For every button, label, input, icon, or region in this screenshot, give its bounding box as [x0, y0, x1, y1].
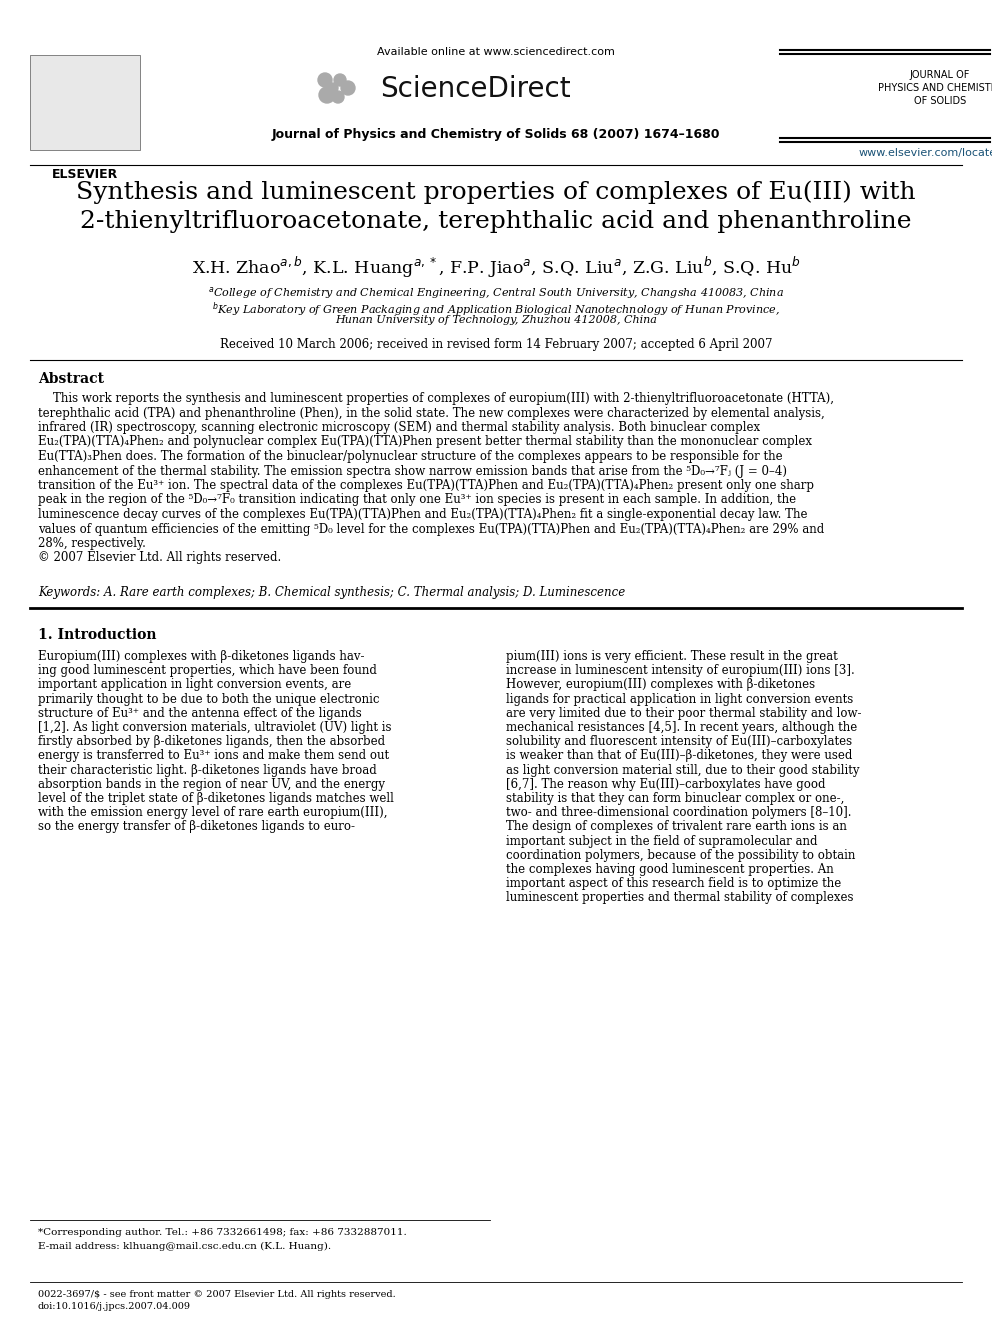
Text: firstly absorbed by β-diketones ligands, then the absorbed: firstly absorbed by β-diketones ligands,… — [38, 736, 385, 749]
Text: increase in luminescent intensity of europium(III) ions [3].: increase in luminescent intensity of eur… — [506, 664, 855, 677]
Text: so the energy transfer of β-diketones ligands to euro-: so the energy transfer of β-diketones li… — [38, 820, 355, 833]
Text: The design of complexes of trivalent rare earth ions is an: The design of complexes of trivalent rar… — [506, 820, 847, 833]
Circle shape — [341, 81, 355, 95]
Text: important aspect of this research field is to optimize the: important aspect of this research field … — [506, 877, 841, 890]
Circle shape — [334, 74, 346, 86]
Text: ScienceDirect: ScienceDirect — [380, 75, 570, 103]
Text: This work reports the synthesis and luminescent properties of complexes of europ: This work reports the synthesis and lumi… — [38, 392, 834, 405]
Text: two- and three-dimensional coordination polymers [8–10].: two- and three-dimensional coordination … — [506, 806, 851, 819]
Text: terephthalic acid (TPA) and phenanthroline (Phen), in the solid state. The new c: terephthalic acid (TPA) and phenanthroli… — [38, 406, 824, 419]
Text: $^{b}$Key Laboratory of Green Packaging and Application Biological Nanotechnolog: $^{b}$Key Laboratory of Green Packaging … — [212, 300, 780, 319]
Text: X.H. Zhao$^{a,b}$, K.L. Huang$^{a,*}$, F.P. Jiao$^{a}$, S.Q. Liu$^{a}$, Z.G. Liu: X.H. Zhao$^{a,b}$, K.L. Huang$^{a,*}$, F… — [191, 255, 801, 280]
Text: www.elsevier.com/locate/jpcs: www.elsevier.com/locate/jpcs — [858, 148, 992, 157]
Text: solubility and fluorescent intensity of Eu(III)–carboxylates: solubility and fluorescent intensity of … — [506, 736, 852, 749]
Text: pium(III) ions is very efficient. These result in the great: pium(III) ions is very efficient. These … — [506, 650, 838, 663]
Text: Keywords: A. Rare earth complexes; B. Chemical synthesis; C. Thermal analysis; D: Keywords: A. Rare earth complexes; B. Ch… — [38, 586, 625, 599]
Text: doi:10.1016/j.jpcs.2007.04.009: doi:10.1016/j.jpcs.2007.04.009 — [38, 1302, 191, 1311]
Text: as light conversion material still, due to their good stability: as light conversion material still, due … — [506, 763, 859, 777]
Text: enhancement of the thermal stability. The emission spectra show narrow emission : enhancement of the thermal stability. Th… — [38, 464, 787, 478]
Text: Hunan University of Technology, Zhuzhou 412008, China: Hunan University of Technology, Zhuzhou … — [335, 315, 657, 325]
Text: the complexes having good luminescent properties. An: the complexes having good luminescent pr… — [506, 863, 833, 876]
Text: is weaker than that of Eu(III)–β-diketones, they were used: is weaker than that of Eu(III)–β-diketon… — [506, 749, 852, 762]
Text: ELSEVIER: ELSEVIER — [52, 168, 118, 181]
Text: E-mail address: klhuang@mail.csc.edu.cn (K.L. Huang).: E-mail address: klhuang@mail.csc.edu.cn … — [38, 1242, 331, 1252]
Text: Europium(III) complexes with β-diketones ligands hav-: Europium(III) complexes with β-diketones… — [38, 650, 364, 663]
Text: Received 10 March 2006; received in revised form 14 February 2007; accepted 6 Ap: Received 10 March 2006; received in revi… — [220, 337, 772, 351]
Circle shape — [318, 73, 332, 87]
FancyBboxPatch shape — [30, 56, 140, 149]
Text: JOURNAL OF
PHYSICS AND CHEMISTRY
OF SOLIDS: JOURNAL OF PHYSICS AND CHEMISTRY OF SOLI… — [878, 70, 992, 106]
Text: peak in the region of the ⁵D₀→⁷F₀ transition indicating that only one Eu³⁺ ion s: peak in the region of the ⁵D₀→⁷F₀ transi… — [38, 493, 797, 507]
Text: with the emission energy level of rare earth europium(III),: with the emission energy level of rare e… — [38, 806, 388, 819]
Text: ligands for practical application in light conversion events: ligands for practical application in lig… — [506, 693, 853, 705]
Text: [1,2]. As light conversion materials, ultraviolet (UV) light is: [1,2]. As light conversion materials, ul… — [38, 721, 392, 734]
Text: Abstract: Abstract — [38, 372, 104, 386]
Text: mechanical resistances [4,5]. In recent years, although the: mechanical resistances [4,5]. In recent … — [506, 721, 857, 734]
Text: structure of Eu³⁺ and the antenna effect of the ligands: structure of Eu³⁺ and the antenna effect… — [38, 706, 362, 720]
Text: Available online at www.sciencedirect.com: Available online at www.sciencedirect.co… — [377, 48, 615, 57]
Text: Eu(TTA)₃Phen does. The formation of the binuclear/polynuclear structure of the c: Eu(TTA)₃Phen does. The formation of the … — [38, 450, 783, 463]
Text: primarily thought to be due to both the unique electronic: primarily thought to be due to both the … — [38, 693, 380, 705]
Circle shape — [332, 91, 344, 103]
Text: [6,7]. The reason why Eu(III)–carboxylates have good: [6,7]. The reason why Eu(III)–carboxylat… — [506, 778, 825, 791]
Text: are very limited due to their poor thermal stability and low-: are very limited due to their poor therm… — [506, 706, 861, 720]
Text: $^{a}$College of Chemistry and Chemical Engineering, Central South University, C: $^{a}$College of Chemistry and Chemical … — [208, 284, 784, 302]
Text: important subject in the field of supramolecular and: important subject in the field of supram… — [506, 835, 817, 848]
Text: transition of the Eu³⁺ ion. The spectral data of the complexes Eu(TPA)(TTA)Phen : transition of the Eu³⁺ ion. The spectral… — [38, 479, 814, 492]
Text: values of quantum efficiencies of the emitting ⁵D₀ level for the complexes Eu(TP: values of quantum efficiencies of the em… — [38, 523, 824, 536]
Text: stability is that they can form binuclear complex or one-,: stability is that they can form binuclea… — [506, 792, 844, 804]
Circle shape — [319, 87, 335, 103]
Text: their characteristic light. β-diketones ligands have broad: their characteristic light. β-diketones … — [38, 763, 377, 777]
Text: Eu₂(TPA)(TTA)₄Phen₂ and polynuclear complex Eu(TPA)(TTA)Phen present better ther: Eu₂(TPA)(TTA)₄Phen₂ and polynuclear comp… — [38, 435, 812, 448]
Text: 28%, respectively.: 28%, respectively. — [38, 537, 146, 550]
Text: level of the triplet state of β-diketones ligands matches well: level of the triplet state of β-diketone… — [38, 792, 394, 804]
Text: luminescent properties and thermal stability of complexes: luminescent properties and thermal stabi… — [506, 892, 853, 905]
Text: important application in light conversion events, are: important application in light conversio… — [38, 679, 351, 692]
Text: infrared (IR) spectroscopy, scanning electronic microscopy (SEM) and thermal sta: infrared (IR) spectroscopy, scanning ele… — [38, 421, 760, 434]
Circle shape — [328, 83, 338, 93]
Text: 1. Introduction: 1. Introduction — [38, 628, 157, 642]
Text: Journal of Physics and Chemistry of Solids 68 (2007) 1674–1680: Journal of Physics and Chemistry of Soli… — [272, 128, 720, 142]
Text: 0022-3697/$ - see front matter © 2007 Elsevier Ltd. All rights reserved.: 0022-3697/$ - see front matter © 2007 El… — [38, 1290, 396, 1299]
Text: ing good luminescent properties, which have been found: ing good luminescent properties, which h… — [38, 664, 377, 677]
Text: luminescence decay curves of the complexes Eu(TPA)(TTA)Phen and Eu₂(TPA)(TTA)₄Ph: luminescence decay curves of the complex… — [38, 508, 807, 521]
Text: energy is transferred to Eu³⁺ ions and make them send out: energy is transferred to Eu³⁺ ions and m… — [38, 749, 389, 762]
Text: coordination polymers, because of the possibility to obtain: coordination polymers, because of the po… — [506, 849, 855, 861]
Text: However, europium(III) complexes with β-diketones: However, europium(III) complexes with β-… — [506, 679, 815, 692]
Text: absorption bands in the region of near UV, and the energy: absorption bands in the region of near U… — [38, 778, 385, 791]
Text: © 2007 Elsevier Ltd. All rights reserved.: © 2007 Elsevier Ltd. All rights reserved… — [38, 552, 282, 565]
Text: Synthesis and luminescent properties of complexes of Eu(III) with
2-thienyltrifl: Synthesis and luminescent properties of … — [76, 180, 916, 233]
Text: *Corresponding author. Tel.: +86 7332661498; fax: +86 7332887011.: *Corresponding author. Tel.: +86 7332661… — [38, 1228, 407, 1237]
